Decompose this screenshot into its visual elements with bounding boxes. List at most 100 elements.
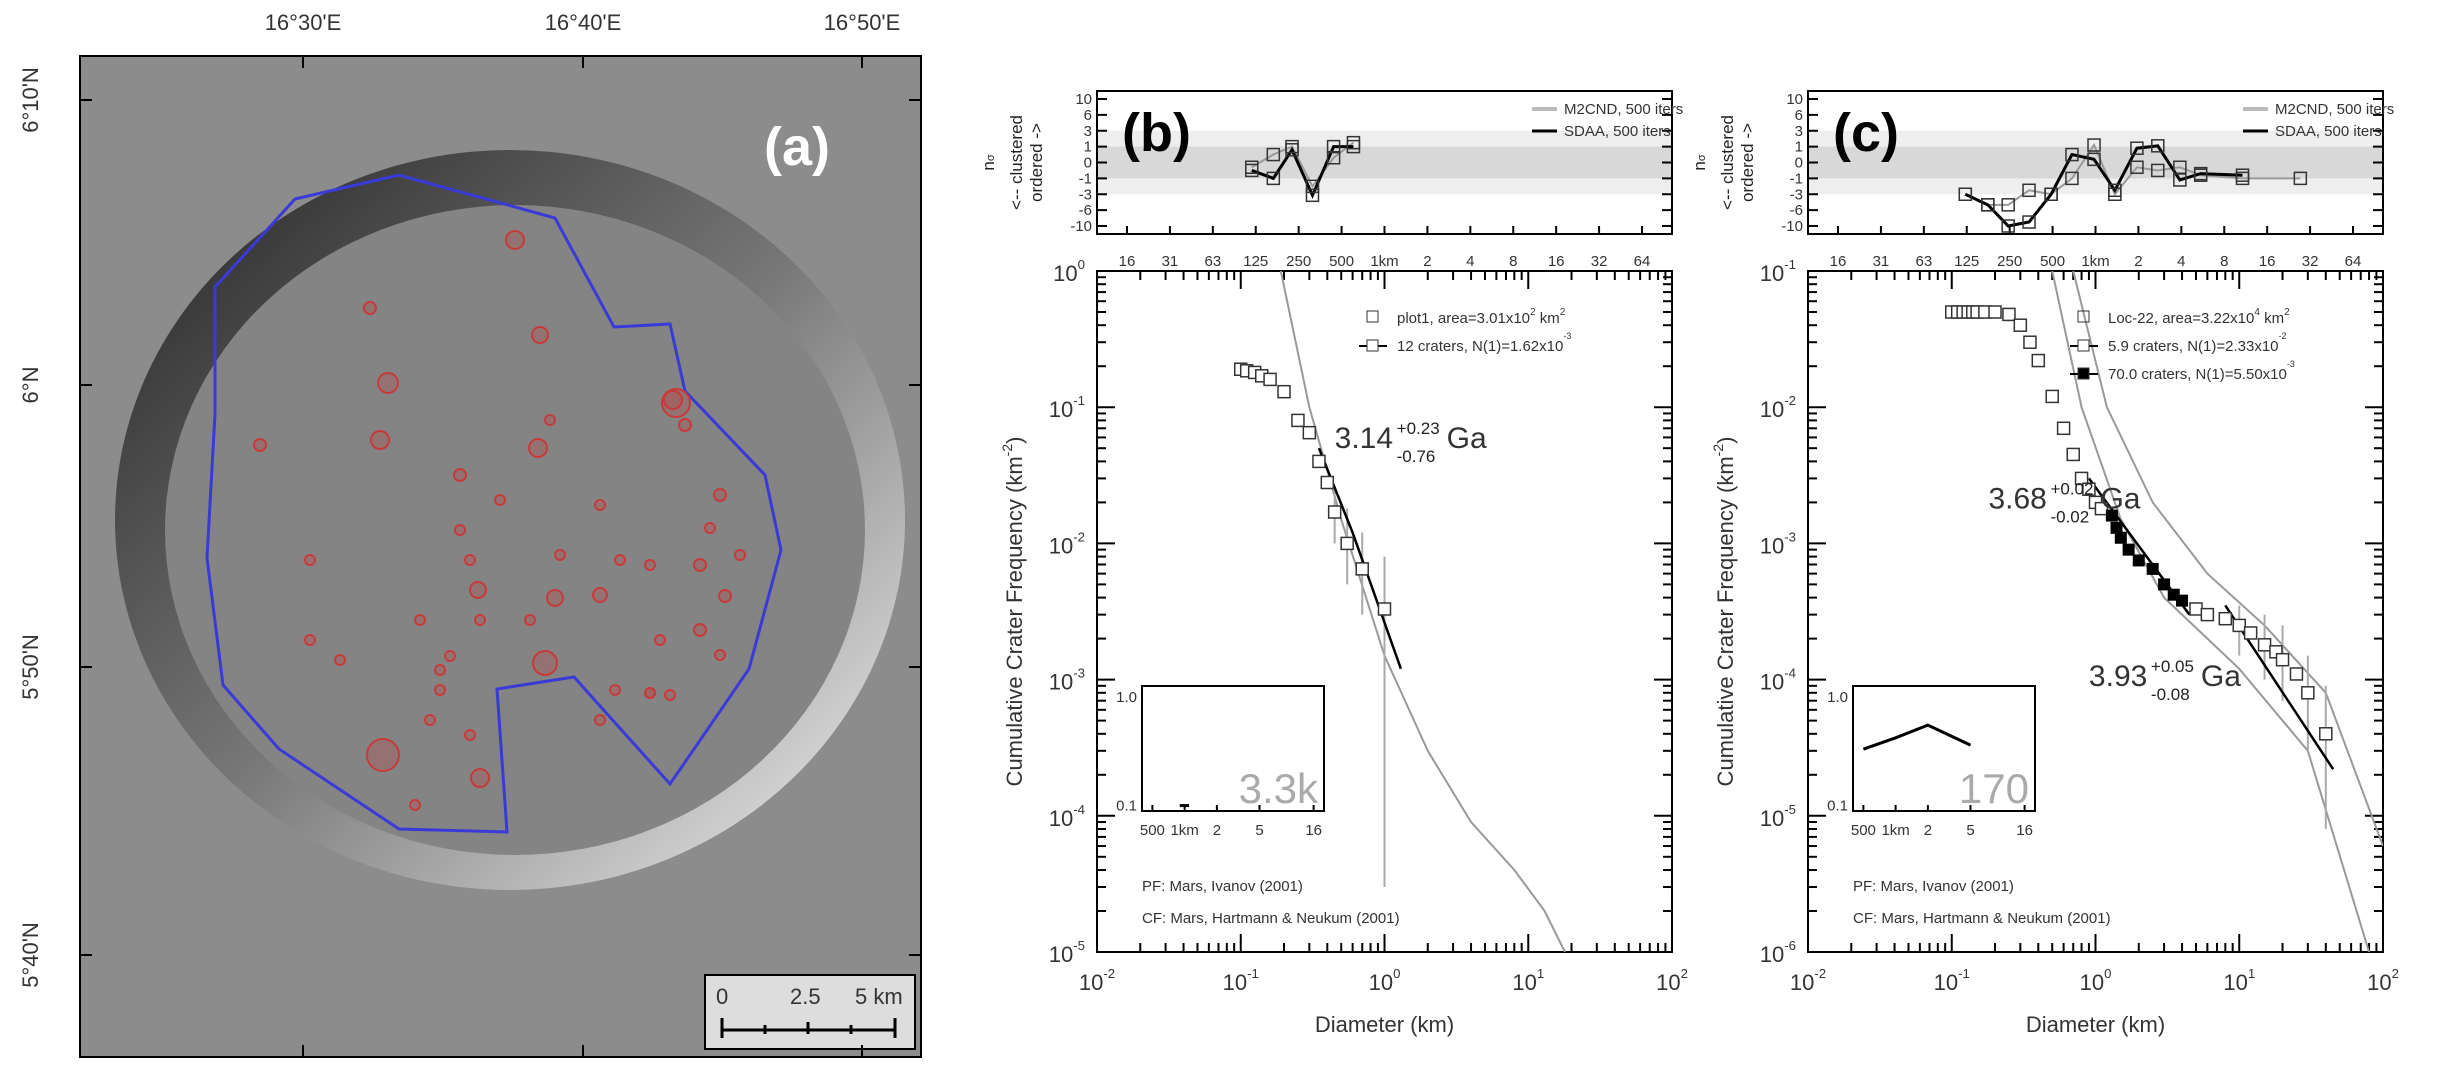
- inset-frame: [1852, 685, 2036, 812]
- data-point: [2275, 652, 2290, 667]
- data-point: [2200, 607, 2215, 622]
- data-point: [1377, 602, 1392, 616]
- strip-point: [2151, 163, 2165, 178]
- strip-point: [1285, 143, 1299, 157]
- plot-area: [1234, 271, 1566, 952]
- age-unit: Ga: [1447, 422, 1487, 455]
- data-point: [1355, 562, 1369, 576]
- strip-x-tick-label: 64: [2345, 253, 2362, 270]
- inset-x-tick-label: 16: [2016, 822, 2033, 839]
- inset-y-tick-label: 1.0: [1116, 689, 1137, 706]
- inset-label: 170: [1959, 765, 2029, 812]
- crater-marker: [713, 488, 727, 502]
- age-value: 3.14: [1335, 422, 1393, 455]
- crater-marker: [544, 414, 556, 426]
- strip-y-label: nσ: [1690, 154, 1709, 170]
- lat-label: 5°40'N: [18, 922, 43, 988]
- inset-x-tick-label: 2: [1213, 822, 1221, 839]
- strip-x-tick-label: 250: [1997, 253, 2022, 270]
- crater-marker: [464, 729, 476, 741]
- strip-x-tick-label: 4: [2177, 253, 2185, 270]
- strip-point: [2235, 168, 2250, 182]
- strip-y-tick-label: 0: [1795, 155, 1803, 172]
- crater-marker: [366, 738, 400, 772]
- inset-x-tick-label: 16: [1305, 822, 1322, 839]
- age-value: 3.68: [1988, 483, 2046, 516]
- y-tick-label: 10-5: [1760, 802, 1796, 831]
- strip-x-tick-label: 16: [1119, 253, 1136, 270]
- strip-x-tick-label: 4: [1466, 253, 1474, 270]
- plot-area: [1945, 271, 2383, 952]
- data-point: [1291, 413, 1305, 428]
- strip-x-tick-label: 1km: [2081, 253, 2109, 270]
- data-point: [2023, 335, 2037, 349]
- strip-x-tick-label: 31: [1162, 253, 1179, 270]
- crater-marker: [304, 634, 316, 646]
- strip-x-tick-label: 8: [2220, 253, 2228, 270]
- panel-label: (b): [1122, 103, 1191, 163]
- legend-label: 5.9 craters, N(1)=2.33x10-2: [2108, 331, 2287, 355]
- legend-marker: [2077, 310, 2090, 323]
- reference-text: PF: Mars, Ivanov (2001): [1853, 878, 2014, 895]
- lon-label: 16°40'E: [545, 10, 622, 35]
- data-point-filled: [2122, 543, 2135, 556]
- strip-y-tick-label: -3: [1079, 186, 1092, 203]
- strip-y-label-ordered: ordered ->: [1738, 123, 1757, 202]
- m2cnd-line: [1251, 141, 1355, 189]
- crater-marker: [444, 650, 456, 662]
- age-minus: -0.02: [2050, 508, 2089, 527]
- crater-marker: [661, 388, 691, 418]
- crater-marker: [453, 468, 467, 482]
- crater-marker: [718, 589, 732, 603]
- strip-x-tick-label: 63: [1915, 253, 1932, 270]
- crater-marker: [734, 549, 746, 561]
- strip-y-tick-label: -10: [1070, 218, 1092, 235]
- strip-point: [2130, 141, 2144, 155]
- data-point: [2031, 353, 2046, 368]
- lon-label: 16°30'E: [265, 10, 342, 35]
- crater-marker: [609, 684, 621, 696]
- data-point: [1277, 384, 1291, 399]
- strip-point: [2065, 171, 2079, 186]
- crater-marker: [414, 614, 426, 626]
- strip-x-tick-label: 63: [1204, 253, 1221, 270]
- strip-y-tick-label: 3: [1084, 123, 1092, 140]
- legend-m2cnd-label: M2CND, 500 iters: [1564, 101, 1683, 118]
- lon-label: 16°50'E: [824, 10, 901, 35]
- x-tick-label: 100: [2080, 966, 2112, 995]
- data-point: [2218, 611, 2233, 626]
- data-point: [2257, 638, 2272, 652]
- legend-label-area: plot1, area=3.01x102 km2: [1397, 307, 1566, 327]
- scale-tick-0: 0: [716, 984, 728, 1009]
- inset-x-tick-label: 2: [1924, 822, 1932, 839]
- strip-y-tick-label: 1: [1795, 139, 1803, 156]
- age-minus: -0.76: [1397, 447, 1436, 466]
- crater-marker: [434, 664, 446, 676]
- y-axis-label: Cumulative Crater Frequency (km-2): [999, 437, 1027, 787]
- strip-y-tick-label: 10: [1075, 91, 1092, 108]
- scale-bar: 0 2.5 5 km: [704, 974, 916, 1050]
- y-tick-label: 10-3: [1049, 666, 1085, 695]
- scale-tick-2.5: 2.5: [790, 984, 821, 1009]
- strip-x-tick-label: 500: [1329, 253, 1354, 270]
- inset-label: 3.3k: [1239, 765, 1319, 812]
- strip-x-tick-label: 125: [1954, 253, 1979, 270]
- strip-point: [2293, 171, 2308, 186]
- y-tick-label: 10-1: [1049, 393, 1085, 422]
- sigma-band-1: [1097, 146, 1672, 179]
- age-plus: +0.05: [2151, 657, 2194, 676]
- map-ticks: [80, 56, 921, 1057]
- legend-marker: [1366, 310, 1379, 323]
- inset-y-tick-label: 1.0: [1827, 689, 1848, 706]
- strip-point: [2001, 198, 2015, 212]
- x-axis-label: Diameter (km): [1315, 1012, 1454, 1037]
- y-tick-label: 10-2: [1049, 529, 1085, 558]
- legend-label: 12 craters, N(1)=1.62x10-3: [1397, 331, 1571, 355]
- inset-y-tick-label: 0.1: [1116, 798, 1137, 815]
- crater-marker: [470, 768, 490, 788]
- lat-label: 6°N: [18, 367, 43, 404]
- strip-x-tick-label: 2: [2134, 253, 2142, 270]
- x-tick-label: 10-1: [1934, 966, 1970, 995]
